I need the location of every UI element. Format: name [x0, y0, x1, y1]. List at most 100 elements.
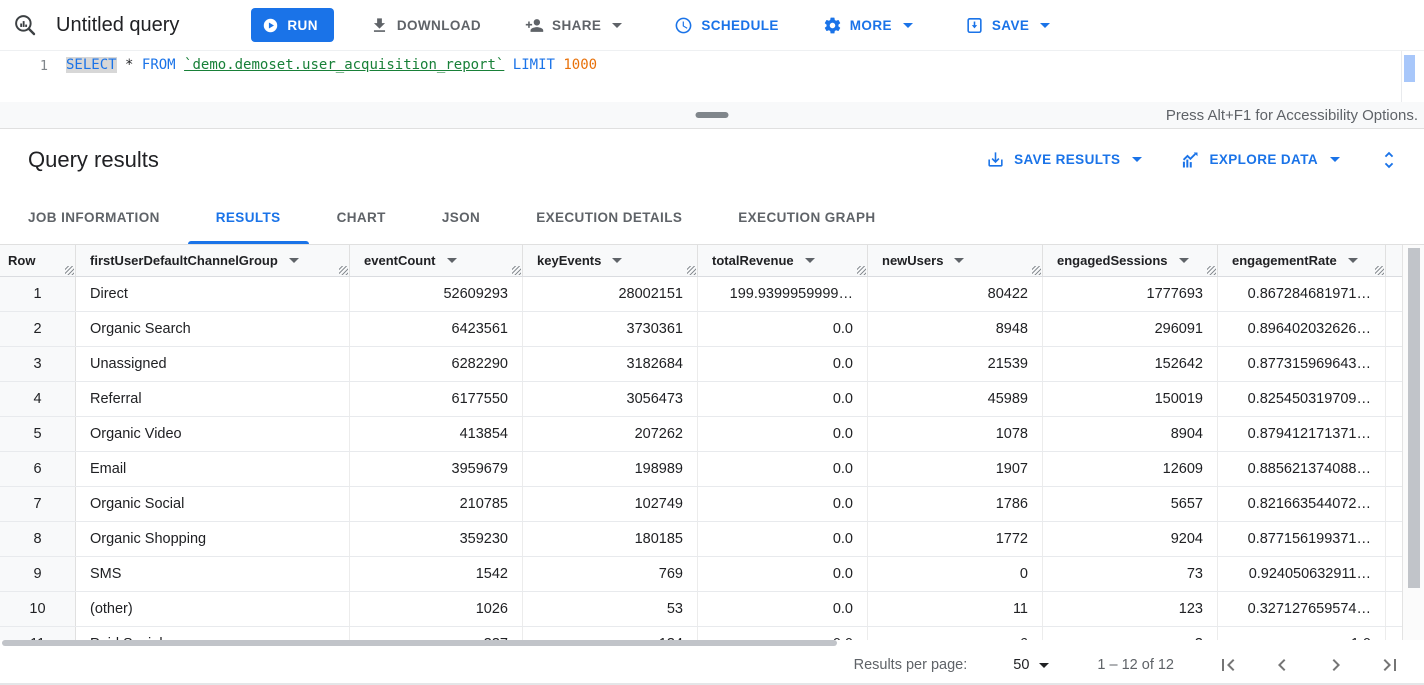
table-cell: 769 — [523, 557, 698, 591]
tab-json[interactable]: JSON — [441, 209, 481, 225]
tab-chart[interactable]: CHART — [336, 209, 386, 225]
tab-results[interactable]: RESULTS — [187, 190, 309, 244]
download-button[interactable]: DOWNLOAD — [358, 7, 493, 43]
first-page-button[interactable] — [1216, 653, 1240, 677]
row-number-cell: 11 — [0, 627, 76, 640]
editor-scrollbar-thumb[interactable] — [1404, 55, 1415, 82]
table-cell: 6 — [868, 627, 1043, 640]
row-number-cell: 9 — [0, 557, 76, 591]
table-cell: 413854 — [350, 417, 523, 451]
column-header-engagedsessions[interactable]: engagedSessions — [1043, 245, 1218, 276]
column-label: eventCount — [364, 253, 436, 268]
column-header-eventcount[interactable]: eventCount — [350, 245, 523, 276]
run-button[interactable]: RUN — [251, 8, 334, 42]
table-cell: 152642 — [1043, 347, 1218, 381]
tab-job-information[interactable]: JOB INFORMATION — [28, 209, 160, 225]
column-label: engagedSessions — [1057, 253, 1168, 268]
table-cell: 0.924050632911… — [1218, 557, 1386, 591]
chevron-down-icon — [1040, 22, 1051, 28]
table-cell: 5657 — [1043, 487, 1218, 521]
table-cell: Organic Video — [76, 417, 350, 451]
results-table: Row firstUserDefaultChannelGroup eventCoun… — [0, 245, 1424, 640]
table-cell: 0.327127659574… — [1218, 592, 1386, 626]
save-results-button[interactable]: SAVE RESULTS — [986, 150, 1143, 169]
column-resize-handle[interactable] — [1207, 266, 1216, 275]
column-resize-handle[interactable] — [65, 266, 74, 275]
gear-icon — [823, 16, 842, 35]
page-range-label: 1 – 12 of 12 — [1097, 657, 1174, 673]
column-header-firstuserdefaultchannelgroup[interactable]: firstUserDefaultChannelGroup — [76, 245, 350, 276]
table-cell: 1078 — [868, 417, 1043, 451]
chevron-left-icon — [1270, 653, 1294, 677]
table-cell: 123 — [1043, 592, 1218, 626]
table-cell: 0.0 — [698, 522, 868, 556]
table-cell: Referral — [76, 382, 350, 416]
table-cell: 9204 — [1043, 522, 1218, 556]
column-header-row[interactable]: Row — [0, 245, 76, 276]
results-actions: SAVE RESULTS EXPLORE DATA — [986, 149, 1400, 171]
table-row: 2 Organic Search 6423561 3730361 0.0 8948 2960… — [0, 312, 1424, 347]
save-button[interactable]: SAVE — [953, 7, 1062, 43]
column-resize-handle[interactable] — [1375, 266, 1384, 275]
query-title[interactable]: Untitled query — [56, 13, 180, 36]
schedule-button[interactable]: SCHEDULE — [662, 7, 790, 43]
table-cell: 0.0 — [698, 487, 868, 521]
table-cell: 0.896402032626… — [1218, 312, 1386, 346]
column-header-totalrevenue[interactable]: totalRevenue — [698, 245, 868, 276]
table-horizontal-scrollbar-thumb[interactable] — [2, 640, 837, 646]
column-menu-caret-icon[interactable] — [446, 258, 457, 263]
table-cell: Email — [76, 452, 350, 486]
chevron-down-icon — [612, 22, 623, 28]
table-cell: 45989 — [868, 382, 1043, 416]
column-resize-handle[interactable] — [857, 266, 866, 275]
splitter-drag-handle[interactable] — [695, 112, 729, 118]
column-resize-handle[interactable] — [512, 266, 521, 275]
first-page-icon — [1216, 653, 1240, 677]
previous-page-button[interactable] — [1270, 653, 1294, 677]
column-resize-handle[interactable] — [687, 266, 696, 275]
table-vertical-scrollbar-thumb[interactable] — [1407, 248, 1420, 588]
last-page-button[interactable] — [1378, 653, 1402, 677]
column-menu-caret-icon[interactable] — [954, 258, 965, 263]
results-title: Query results — [28, 146, 159, 172]
editor-scrollbar[interactable] — [1401, 51, 1424, 102]
column-header-engagementrate[interactable]: engagementRate — [1218, 245, 1386, 276]
sql-code-line[interactable]: SELECT * FROM `demo.demoset.user_acquisi… — [66, 57, 597, 73]
sql-editor[interactable]: 1 SELECT * FROM `demo.demoset.user_acqui… — [0, 50, 1424, 102]
row-number-cell: 8 — [0, 522, 76, 556]
sql-table-reference[interactable]: `demo.demoset.user_acquisition_report` — [184, 57, 505, 73]
column-resize-handle[interactable] — [1032, 266, 1041, 275]
play-circle-icon — [261, 16, 280, 35]
column-menu-caret-icon[interactable] — [1347, 258, 1358, 263]
page-size-select[interactable]: 50 — [1013, 657, 1050, 673]
table-horizontal-scrollbar[interactable] — [0, 640, 1424, 647]
sql-keyword-limit: LIMIT — [512, 57, 555, 73]
unfold-more-button[interactable] — [1378, 149, 1400, 171]
table-vertical-scrollbar[interactable] — [1402, 245, 1424, 640]
table-cell: 296091 — [1043, 312, 1218, 346]
tab-execution-graph[interactable]: EXECUTION GRAPH — [738, 209, 876, 225]
explore-data-button[interactable]: EXPLORE DATA — [1180, 150, 1340, 170]
accessibility-hint: Press Alt+F1 for Accessibility Options. — [1165, 106, 1418, 124]
more-button[interactable]: MORE — [811, 7, 925, 43]
row-number-cell: 2 — [0, 312, 76, 346]
tab-execution-details[interactable]: EXECUTION DETAILS — [536, 209, 683, 225]
table-row: 11Paid Social3371340.0631.0 — [0, 627, 1424, 640]
column-header-newusers[interactable]: newUsers — [868, 245, 1043, 276]
column-label: Row — [8, 253, 36, 268]
sql-keyword-from: FROM — [141, 57, 176, 73]
column-menu-caret-icon[interactable] — [804, 258, 815, 263]
column-menu-caret-icon[interactable] — [1178, 258, 1189, 263]
row-number-cell: 4 — [0, 382, 76, 416]
column-menu-caret-icon[interactable] — [612, 258, 623, 263]
column-resize-handle[interactable] — [339, 266, 348, 275]
column-header-keyevents[interactable]: keyEvents — [523, 245, 698, 276]
row-number-cell: 10 — [0, 592, 76, 626]
table-cell: 3056473 — [523, 382, 698, 416]
table-cell: 207262 — [523, 417, 698, 451]
column-menu-caret-icon[interactable] — [288, 258, 299, 263]
table-cell: Paid Social — [76, 627, 350, 640]
share-button[interactable]: SHARE — [513, 7, 634, 43]
table-cell: 199.9399959999… — [698, 277, 868, 311]
next-page-button[interactable] — [1324, 653, 1348, 677]
